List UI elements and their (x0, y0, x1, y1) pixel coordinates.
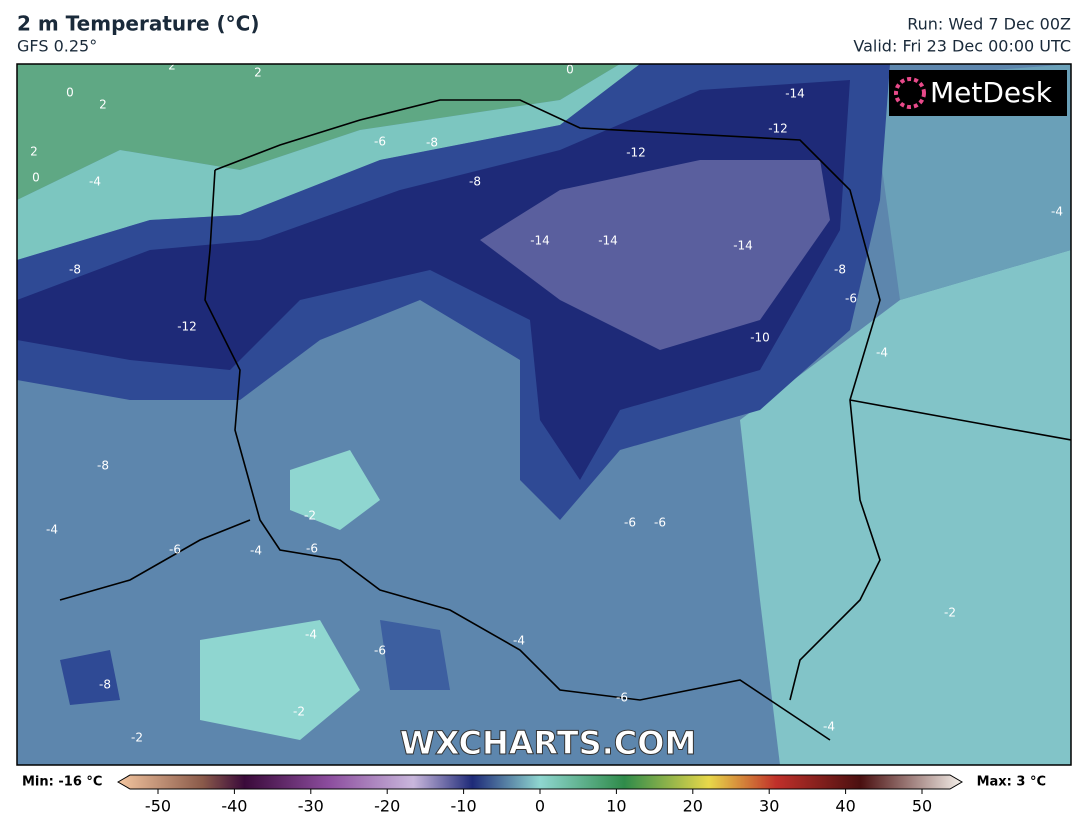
colorbar-tick-label: 50 (912, 797, 932, 816)
min-label: Min: -16 °C (22, 775, 102, 790)
colorbar-tick-label: -30 (298, 797, 324, 816)
colorbar-tick-label: 40 (835, 797, 855, 816)
contour-label: 0 (66, 86, 74, 100)
contour-label: -14 (785, 87, 805, 101)
colorbar-tick-label: -40 (221, 797, 247, 816)
colorbar-tick-label: -10 (451, 797, 477, 816)
contour-label: -2 (944, 606, 956, 620)
contour-label: 2 (168, 59, 176, 73)
map-frame (16, 63, 1072, 766)
contour-label: -12 (626, 146, 646, 160)
contour-label: -4 (513, 634, 525, 648)
contour-label: -8 (469, 175, 481, 189)
contour-label: -4 (823, 720, 835, 734)
contour-label: -4 (89, 175, 101, 189)
contour-label: 2 (30, 145, 38, 159)
contour-label: -10 (750, 331, 770, 345)
contour-label: -14 (530, 234, 550, 248)
contour-label: -4 (305, 628, 317, 642)
max-label: Max: 3 °C (977, 775, 1046, 790)
contour-label: -8 (834, 263, 846, 277)
logo-box (889, 70, 1067, 116)
contour-label: -6 (654, 516, 666, 530)
contour-label: -6 (169, 543, 181, 557)
colorbar-tick-label: 30 (759, 797, 779, 816)
contour-label: 0 (566, 63, 574, 77)
watermark: WXCHARTS.COM (400, 724, 697, 762)
model: GFS 0.25° (17, 37, 97, 56)
contour-label: -4 (876, 346, 888, 360)
map: 2 2 0 2 2 0 -4 0 -14 -12 -6 -8 -12 -8 -14 -14 -14 -8 -8 -6 -… (17, 59, 1071, 765)
contour-label: -12 (768, 122, 788, 136)
title: 2 m Temperature (°C) (17, 12, 259, 36)
contour-label: -8 (426, 136, 438, 150)
contour-label: -2 (304, 509, 316, 523)
colorbar-tick-label: 20 (683, 797, 703, 816)
contour-label: 0 (32, 171, 40, 185)
colorbar-tick-label: -20 (374, 797, 400, 816)
logo-icon (894, 77, 926, 109)
contour-label: -6 (374, 135, 386, 149)
contour-label: -14 (733, 239, 753, 253)
colorbar (117, 774, 963, 790)
contour-label: 2 (99, 98, 107, 112)
colorbar-tick-label: 10 (606, 797, 626, 816)
contour-labels: 2 2 0 2 2 0 -4 0 -14 -12 -6 -8 -12 -8 -14 -14 -14 -8 -8 -6 -… (30, 59, 1063, 745)
contour-label: -4 (250, 544, 262, 558)
contour-label: -8 (99, 678, 111, 692)
contour-label: -8 (69, 263, 81, 277)
logo: MetDesk (930, 76, 1053, 109)
run: Run: Wed 7 Dec 00Z (907, 15, 1071, 34)
contour-label: -8 (97, 459, 109, 473)
contour-label: -4 (1051, 205, 1063, 219)
contour-label: -6 (845, 292, 857, 306)
contour-label: -6 (624, 516, 636, 530)
valid: Valid: Fri 23 Dec 00:00 UTC (853, 37, 1071, 56)
contour-label: -2 (131, 731, 143, 745)
contour-label: -6 (374, 644, 386, 658)
contour-label: -6 (616, 691, 628, 705)
contour-label: -12 (177, 320, 197, 334)
contour-label: 2 (254, 66, 262, 80)
contour-label: -6 (306, 542, 318, 556)
contour-label: -2 (293, 705, 305, 719)
colorbar-tick-label: 0 (535, 797, 545, 816)
colorbar-tick-label: -50 (145, 797, 171, 816)
contour-label: -14 (598, 234, 618, 248)
contour-label: -4 (46, 523, 58, 537)
